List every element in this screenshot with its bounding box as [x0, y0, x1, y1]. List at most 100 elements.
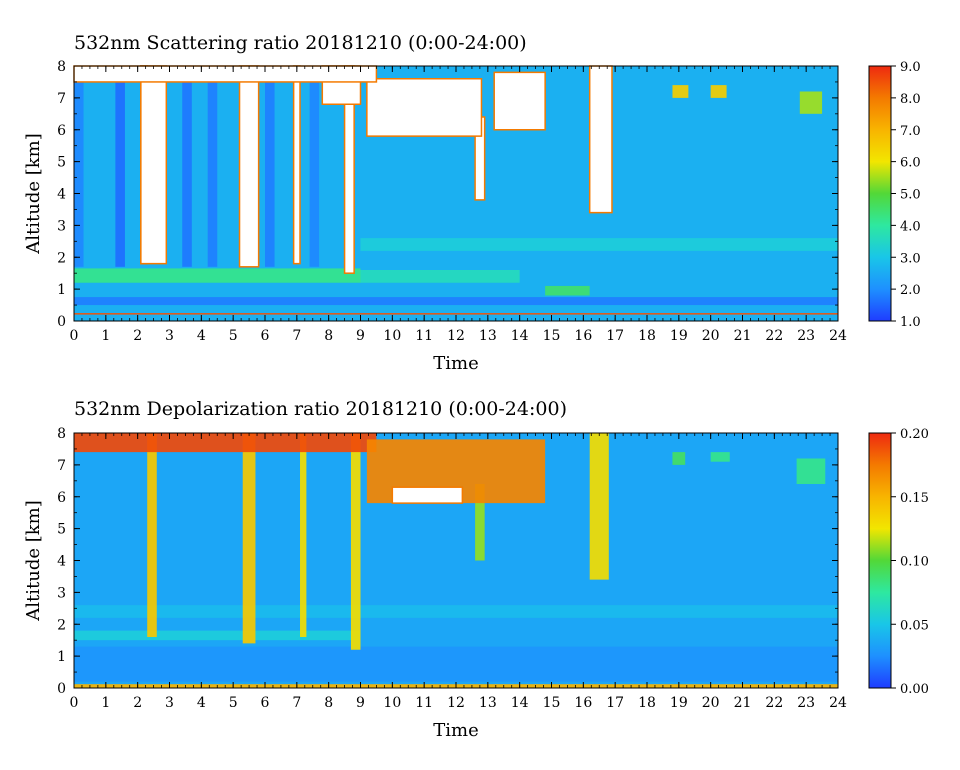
heatmap-cloud — [493, 71, 546, 131]
heatmap-small-cloud — [710, 452, 730, 462]
heatmap-aerosol-layer — [74, 268, 361, 283]
x-tick-label: 11 — [415, 328, 433, 344]
heatmap-small-cloud — [672, 452, 686, 465]
colorbar-tick-label: 4.0 — [900, 219, 921, 234]
heatmap-small-cloud — [672, 85, 689, 98]
x-tick-label: 13 — [479, 695, 497, 711]
colorbar-tick-label: 0.15 — [900, 491, 929, 506]
heatmap-precip-column — [589, 433, 609, 580]
y-tick-label: 2 — [57, 617, 66, 633]
x-tick-label: 9 — [356, 328, 365, 344]
heatmap-low-layer — [74, 297, 838, 306]
colorbar-tick-label: 9.0 — [900, 60, 921, 75]
heatmap-aerosol-band — [360, 238, 838, 251]
heatmap-precip-column — [147, 433, 157, 637]
heatmap-low-signal-column — [115, 72, 125, 267]
colorbar-tick-label: 0.00 — [900, 682, 929, 697]
heatmap-small-cloud — [799, 91, 823, 114]
heatmap-small-cloud — [796, 458, 826, 484]
x-tick-label: 8 — [324, 695, 333, 711]
x-tick-label: 18 — [638, 695, 656, 711]
x-tick-label: 0 — [70, 328, 79, 344]
x-tick-label: 21 — [734, 328, 752, 344]
x-tick-label: 2 — [133, 695, 142, 711]
y-tick-label: 6 — [57, 490, 66, 506]
y-tick-label: 4 — [57, 554, 66, 570]
x-tick-label: 19 — [670, 695, 688, 711]
x-tick-label: 11 — [415, 695, 433, 711]
heatmap-low-signal-column — [182, 72, 192, 267]
heatmap-aerosol-layer — [545, 285, 590, 296]
heatmap-aerosol-layer — [360, 270, 520, 283]
x-tick-label: 3 — [165, 695, 174, 711]
colorbar-tick-label: 0.20 — [900, 427, 929, 442]
colorbar-tick-label: 0.05 — [900, 618, 929, 633]
x-tick-label: 4 — [197, 695, 206, 711]
y-tick-label: 6 — [57, 123, 66, 139]
axes: 0 1 2 3 4 5 6 7 8 9 10 11 12 13 14 15 16 17 18 19 20 21 22 23 24… — [57, 426, 847, 711]
x-tick-label: 4 — [197, 328, 206, 344]
y-tick-label: 2 — [57, 250, 66, 266]
y-tick-label: 1 — [57, 649, 66, 665]
colorbar — [868, 65, 892, 322]
colorbar-tick-label: 5.0 — [900, 188, 921, 203]
colorbar-tick-label: 2.0 — [900, 283, 921, 298]
heatmap-saturated-column — [238, 65, 260, 268]
y-tick-label: 0 — [57, 314, 66, 330]
y-axis-label: Altitude [km] — [23, 500, 44, 622]
heatmap-boundary-layer — [74, 646, 838, 682]
heatmap-aerosol-band — [74, 605, 838, 618]
heatmap-saturated-column — [140, 65, 168, 265]
heatmap-saturated-patch — [391, 486, 464, 504]
x-tick-label: 15 — [543, 328, 561, 344]
colorbar-ticks: 0.00 0.05 0.10 0.15 0.20 — [891, 427, 929, 697]
x-tick-label: 14 — [511, 695, 529, 711]
x-tick-label: 10 — [383, 695, 401, 711]
x-tick-label: 6 — [261, 695, 270, 711]
x-tick-label: 7 — [292, 695, 301, 711]
colorbar-tick-label: 6.0 — [900, 156, 921, 171]
y-tick-label: 1 — [57, 282, 66, 298]
heatmap-field — [74, 433, 838, 688]
x-tick-label: 3 — [165, 328, 174, 344]
colorbar-tick-label: 8.0 — [900, 92, 921, 107]
colorbar-tick-label: 7.0 — [900, 124, 921, 139]
x-tick-label: 13 — [479, 328, 497, 344]
x-tick-label: 5 — [229, 695, 238, 711]
x-axis-label: Time — [433, 720, 478, 741]
x-axis-label: Time — [433, 353, 478, 374]
heatmap-saturated-column — [588, 65, 613, 214]
x-tick-label: 20 — [702, 328, 720, 344]
x-tick-label: 9 — [356, 695, 365, 711]
y-tick-label: 0 — [57, 681, 66, 697]
panel-title: 532nm Scattering ratio 20181210 (0:00-24… — [74, 32, 527, 54]
x-tick-label: 24 — [829, 695, 847, 711]
heatmap-precip-column — [242, 433, 256, 644]
x-tick-label: 22 — [765, 695, 783, 711]
x-tick-label: 16 — [574, 695, 592, 711]
x-tick-label: 12 — [447, 328, 465, 344]
x-tick-label: 2 — [133, 328, 142, 344]
panel-title: 532nm Depolarization ratio 20181210 (0:0… — [74, 398, 567, 420]
x-tick-label: 7 — [292, 328, 301, 344]
heatmap-precip-column — [350, 433, 361, 650]
colorbar-ticks: 1.0 2.0 3.0 4.0 5.0 6.0 7.0 8.0 9.0 — [891, 60, 921, 330]
colorbar-tick-label: 1.0 — [900, 315, 921, 330]
heatmap-cloud — [366, 78, 483, 137]
y-tick-label: 8 — [57, 59, 66, 75]
x-tick-label: 15 — [543, 695, 561, 711]
x-tick-label: 21 — [734, 695, 752, 711]
x-tick-label: 16 — [574, 328, 592, 344]
heatmap-aerosol-layer — [74, 630, 361, 641]
x-tick-label: 6 — [261, 328, 270, 344]
heatmap-field — [73, 65, 838, 321]
x-tick-label: 23 — [797, 695, 815, 711]
x-tick-label: 17 — [606, 695, 624, 711]
x-tick-label: 19 — [670, 328, 688, 344]
colorbar-tick-label: 3.0 — [900, 251, 921, 266]
colorbar-tick-label: 0.10 — [900, 555, 929, 570]
heatmap-low-signal-column — [309, 81, 320, 267]
heatmap-cloud-top — [74, 433, 377, 453]
heatmap-precip-column — [475, 484, 485, 561]
